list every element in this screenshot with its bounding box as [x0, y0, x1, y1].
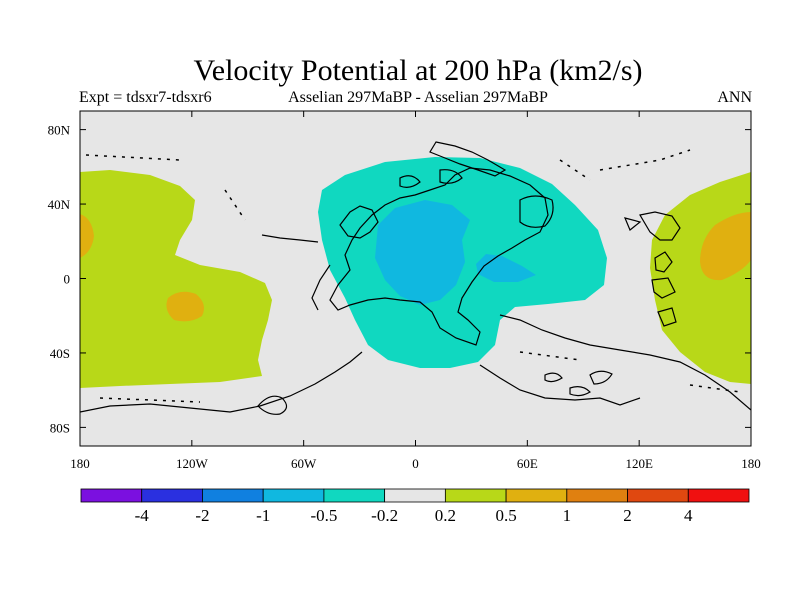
colorbar-label: 4	[684, 506, 693, 525]
colorbar-label: -4	[135, 506, 150, 525]
y-tick-label: 80S	[50, 420, 70, 435]
colorbar-swatch	[141, 488, 203, 503]
colorbar-label: -1	[256, 506, 270, 525]
colorbar-swatch	[384, 488, 446, 503]
y-tick-label: 0	[64, 272, 71, 287]
period-label: Asselian 297MaBP - Asselian 297MaBP	[288, 89, 548, 106]
colorbar-label: 1	[563, 506, 572, 525]
contour-positive-west	[80, 170, 272, 388]
colorbar-swatch	[444, 488, 507, 503]
y-tick-label: 40S	[50, 346, 70, 361]
x-tick-label: 120W	[176, 456, 209, 471]
colorbar-swatch	[262, 488, 325, 503]
contour-max-edge	[80, 214, 94, 258]
colorbar-swatch	[80, 488, 143, 503]
colorbar-label: 2	[623, 506, 632, 525]
contour-max-west	[166, 291, 204, 322]
coast-fragments	[85, 149, 741, 403]
y-tick-label: 40N	[48, 197, 71, 212]
x-tick-label: 180	[741, 456, 761, 471]
x-tick-label: 0	[412, 456, 419, 471]
colorbar-label: -0.5	[310, 506, 337, 525]
x-tick-label: 180	[70, 456, 90, 471]
colorbar-swatch	[627, 488, 689, 503]
chart-title: Velocity Potential at 200 hPa (km2/s)	[193, 54, 643, 87]
colorbar-swatch	[687, 488, 750, 503]
x-tick-label: 120E	[625, 456, 653, 471]
colorbar-label: 0.2	[435, 506, 456, 525]
x-tick-label: 60W	[291, 456, 317, 471]
y-tick-label: 80N	[48, 123, 71, 138]
experiment-label: Expt = tdsxr7-tdsxr6	[79, 89, 212, 106]
colorbar-label: -0.2	[371, 506, 398, 525]
season-label: ANN	[717, 89, 752, 106]
x-tick-label: 60E	[517, 456, 538, 471]
colorbar-label: -2	[195, 506, 209, 525]
contour-negative-core	[375, 200, 470, 305]
contour-max-east	[700, 212, 751, 281]
colorbar-swatch	[202, 488, 264, 503]
coastlines	[80, 141, 751, 415]
colorbar-swatch	[505, 488, 568, 503]
colorbar-swatch	[323, 488, 386, 503]
colorbar-swatch	[566, 488, 628, 503]
colorbar-label: 0.5	[495, 506, 516, 525]
